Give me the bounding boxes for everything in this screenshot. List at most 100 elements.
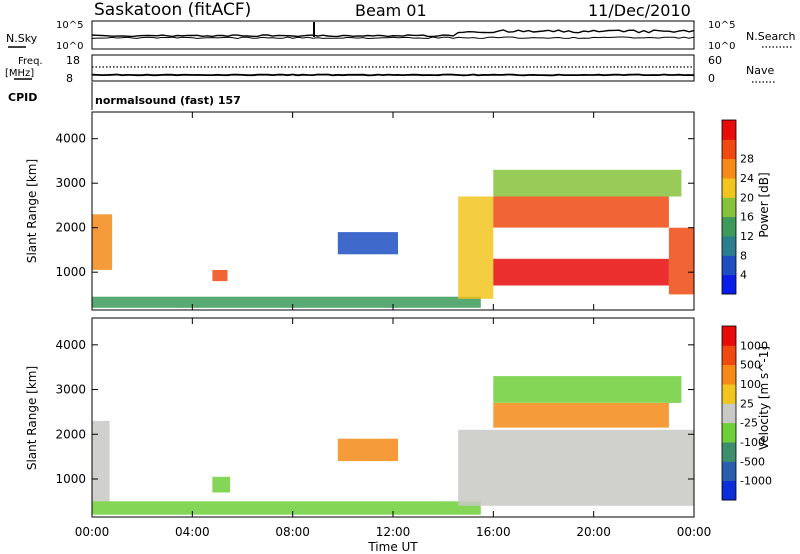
velocity-feature-6 [493, 376, 682, 403]
power-colorbar-label: Power [dB] [757, 172, 771, 237]
velocity-colorbar-swatch-2 [722, 442, 736, 462]
freq-tick-top: 18 [66, 54, 80, 67]
freq-tick-bottom: 8 [66, 72, 73, 85]
velocity-colorbar-swatch-8 [722, 326, 736, 346]
power-colorbar-tick-4: 20 [740, 191, 754, 204]
velocity-heatmap-cells [92, 376, 694, 515]
velocity-colorbar-swatch-3 [722, 422, 736, 443]
power-feature-4 [458, 196, 494, 299]
power-colorbar-swatch-3 [722, 216, 736, 237]
power-ytick-label-1: 2000 [55, 221, 86, 235]
xtick-label-1: 04:00 [175, 525, 210, 539]
power-colorbar-swatch-2 [722, 236, 736, 256]
power-colorbar-tick-3: 16 [740, 211, 754, 224]
xtick-label-0: 00:00 [75, 525, 110, 539]
power-feature-7 [493, 169, 682, 197]
velocity-colorbar-swatch-7 [722, 345, 736, 366]
power-ytick-label-3: 4000 [55, 132, 86, 146]
power-feature-6 [493, 196, 669, 228]
power-colorbar-frame [721, 119, 737, 295]
freq-label: Freq. [18, 56, 43, 67]
power-heatmap-cells [92, 169, 694, 308]
velocity-ylabel: Slant Range [km] [25, 366, 39, 470]
nave-tick-top: 60 [708, 54, 722, 67]
power-axis: 1000 2000 3000 4000 [55, 112, 695, 310]
nsearch-series [91, 36, 695, 40]
velocity-feature-3 [337, 438, 398, 462]
freq-panel [91, 54, 695, 82]
xtick-label-4: 16:00 [476, 525, 511, 539]
power-colorbar-tick-1: 8 [740, 249, 747, 262]
power-colorbar-swatch-0 [722, 274, 736, 295]
velocity-feature-5 [493, 403, 669, 428]
cpid-label: CPID [8, 91, 37, 104]
xtick-label-3: 12:00 [376, 525, 411, 539]
power-ytick-label-0: 1000 [55, 265, 86, 279]
velocity-colorbar-tick-3: 25 [740, 397, 754, 410]
velocity-colorbar-tick-4: -25 [740, 417, 758, 430]
velocity-feature-1 [92, 501, 481, 515]
power-feature-5 [493, 258, 669, 286]
power-feature-3 [337, 232, 398, 255]
velocity-colorbar-tick-2: 100 [740, 378, 761, 391]
velocity-colorbar-swatch-1 [722, 461, 736, 482]
velocity-colorbar-label: Velocity [m s^-1] [757, 346, 771, 450]
power-colorbar: 4 8 12 16 20 24 28 [721, 119, 754, 295]
power-colorbar-tick-2: 12 [740, 230, 754, 243]
velocity-colorbar-tick-6: -500 [740, 455, 765, 468]
nsky-label: N.Sky [6, 32, 38, 45]
velocity-colorbar-swatch-4 [722, 403, 736, 424]
nsearch-tick-top: 10^5 [708, 20, 735, 31]
velocity-axis: 1000 2000 3000 4000 [55, 318, 695, 517]
power-colorbar-swatch-7 [722, 139, 736, 160]
power-colorbar-swatch-6 [722, 158, 736, 179]
nave-tick-bottom: 0 [708, 72, 715, 85]
velocity-colorbar-swatch-6 [722, 364, 736, 385]
nsky-tick-top: 10^5 [56, 20, 83, 31]
velocity-ytick-label-3: 4000 [55, 338, 86, 352]
xtick-label-6: 00:00 [677, 525, 712, 539]
xlabel: Time UT [367, 540, 418, 554]
velocity-colorbar-tick-5: -100 [740, 436, 765, 449]
velocity-ytick-label-1: 2000 [55, 427, 86, 441]
power-feature-8 [668, 227, 694, 295]
velocity-colorbar-tick-7: -1000 [740, 475, 772, 488]
velocity-colorbar-swatch-5 [722, 384, 736, 404]
power-ylabel: Slant Range [km] [25, 159, 39, 263]
velocity-feature-2 [212, 476, 230, 493]
cpid-value: normalsound (fast) 157 [95, 94, 241, 107]
velocity-colorbar-tick-0: 1000 [740, 339, 768, 352]
station-title: Saskatoon (fitACF) [94, 0, 251, 20]
beam-title: Beam 01 [355, 1, 427, 20]
power-colorbar-swatch-5 [722, 178, 736, 198]
power-ytick-label-2: 3000 [55, 176, 86, 190]
nsearch-label: N.Search [746, 30, 796, 43]
power-colorbar-swatch-4 [722, 197, 736, 218]
velocity-colorbar-frame [721, 325, 737, 501]
velocity-ytick-label-0: 1000 [55, 472, 86, 486]
power-colorbar-tick-6: 28 [740, 153, 754, 166]
power-feature-1 [92, 296, 481, 308]
nsky-tick-bottom: 10^0 [56, 41, 83, 52]
nsky-series [91, 29, 695, 38]
power-colorbar-tick-0: 4 [740, 269, 747, 282]
power-colorbar-swatch-8 [722, 120, 736, 140]
time-axis-labels: 00:00 04:00 08:00 12:00 16:00 20:00 00:00 [75, 525, 712, 539]
nsearch-tick-bottom: 10^0 [708, 41, 735, 52]
nave-label: Nave [746, 64, 774, 77]
velocity-colorbar-swatch-0 [722, 480, 736, 501]
velocity-colorbar-tick-1: 500 [740, 359, 761, 372]
xtick-label-2: 08:00 [275, 525, 310, 539]
velocity-ytick-label-2: 3000 [55, 383, 86, 397]
freq-unit: [MHz] [5, 68, 34, 79]
power-feature-0 [92, 214, 113, 270]
velocity-feature-0 [92, 420, 110, 502]
xtick-label-5: 20:00 [576, 525, 611, 539]
velocity-colorbar: 1000 500 100 25 -25 -100 -500 -1000 [721, 325, 772, 501]
velocity-feature-4 [458, 429, 694, 506]
date-title: 11/Dec/2010 [588, 1, 691, 20]
freq-series [91, 73, 695, 77]
power-feature-2 [212, 270, 228, 282]
power-colorbar-tick-5: 24 [740, 172, 754, 185]
